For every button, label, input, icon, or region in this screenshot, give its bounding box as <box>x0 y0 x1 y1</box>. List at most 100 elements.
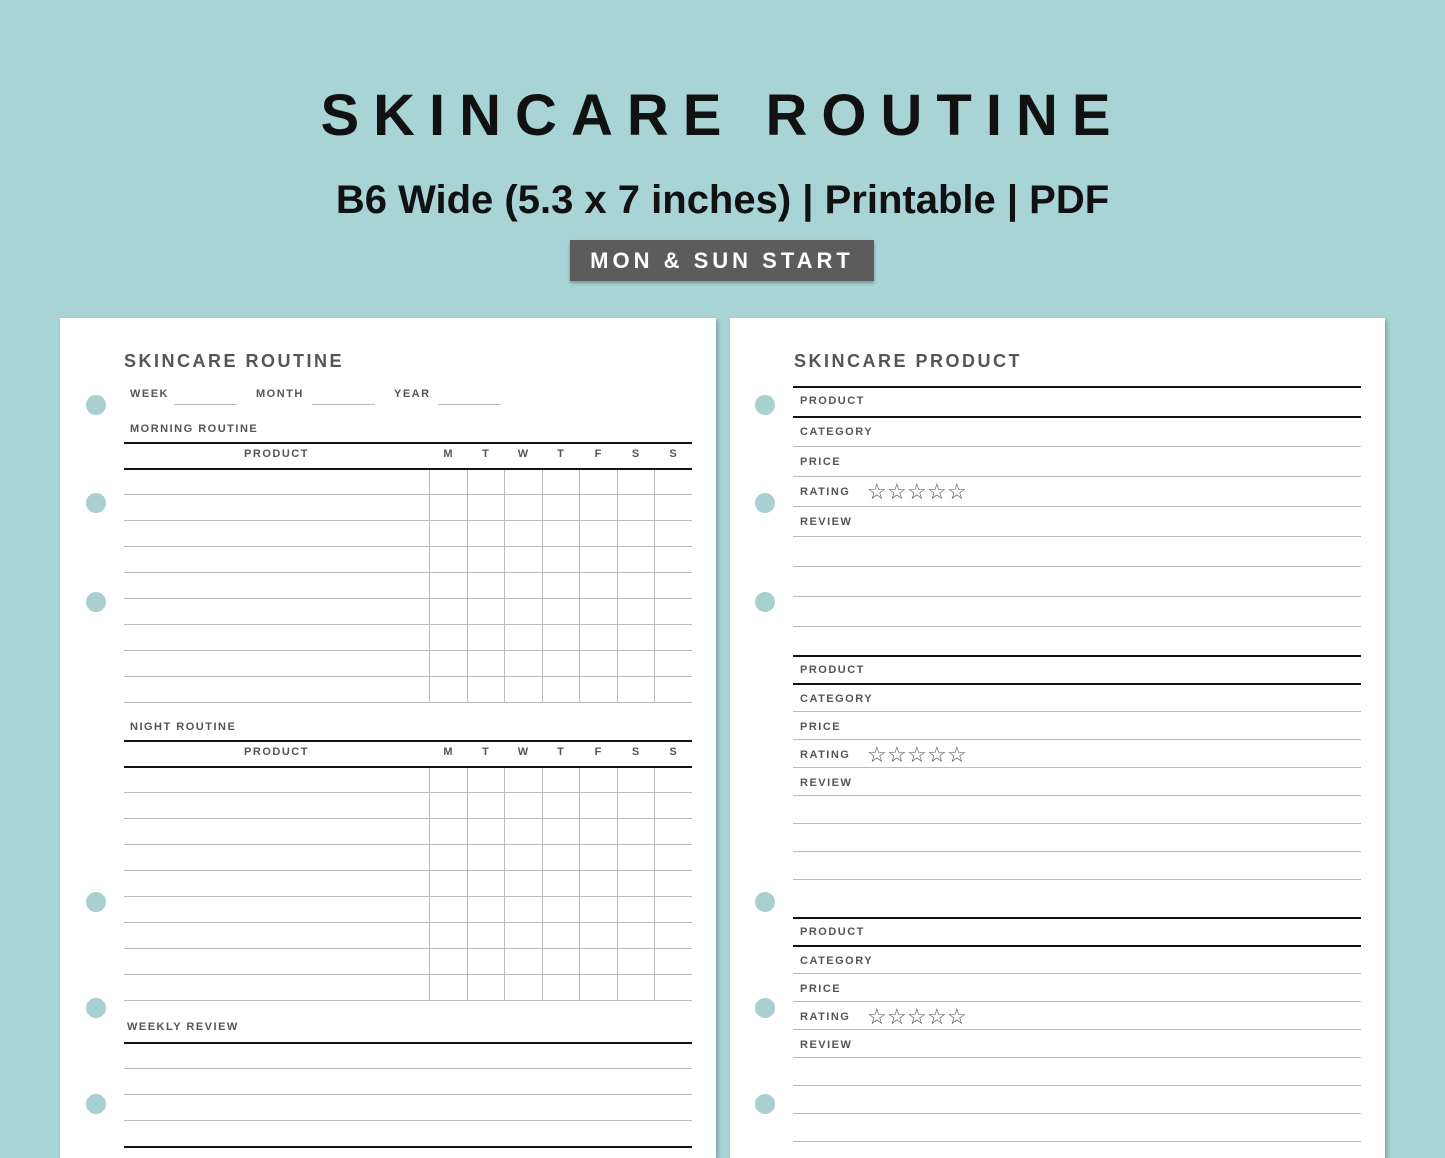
star-icon[interactable]: ☆ <box>867 479 887 504</box>
day-header: S <box>669 448 677 460</box>
review-line[interactable] <box>793 823 1361 824</box>
table-row-line[interactable] <box>124 676 692 677</box>
review-line[interactable] <box>793 596 1361 597</box>
product-rule[interactable] <box>793 416 1361 418</box>
price-label: PRICE <box>800 456 842 468</box>
table-row-line[interactable] <box>124 546 692 547</box>
day-header: S <box>669 746 677 758</box>
review-line[interactable] <box>793 1057 1361 1058</box>
review-line[interactable] <box>793 1113 1361 1114</box>
star-icon[interactable]: ☆ <box>887 479 907 504</box>
price-line[interactable] <box>793 476 1361 477</box>
table-row-line[interactable] <box>124 494 692 495</box>
star-icon[interactable]: ☆ <box>927 742 947 767</box>
rating-line[interactable] <box>793 1029 1361 1030</box>
star-icon[interactable]: ☆ <box>927 479 947 504</box>
day-header: T <box>557 746 564 758</box>
product-header: PRODUCT <box>244 746 309 758</box>
category-line[interactable] <box>793 973 1361 974</box>
price-line[interactable] <box>793 1001 1361 1002</box>
star-icon[interactable]: ☆ <box>887 742 907 767</box>
review-line[interactable] <box>124 1068 692 1069</box>
product-label: PRODUCT <box>800 664 865 676</box>
star-icon[interactable]: ☆ <box>867 1004 887 1029</box>
review-top-rule <box>124 1042 692 1044</box>
table-row-line[interactable] <box>124 650 692 651</box>
table-row-line[interactable] <box>124 974 692 975</box>
page-title: SKINCARE ROUTINE <box>124 351 345 371</box>
table-header-rule <box>124 766 692 768</box>
category-line[interactable] <box>793 446 1361 447</box>
review-line[interactable] <box>793 626 1361 627</box>
day-column-line <box>654 470 655 702</box>
review-line[interactable] <box>124 1094 692 1095</box>
table-row-line[interactable] <box>124 844 692 845</box>
rating-label: RATING <box>800 749 851 761</box>
binder-hole <box>755 892 775 912</box>
table-row-line[interactable] <box>124 624 692 625</box>
binder-hole <box>86 1094 106 1114</box>
review-line[interactable] <box>793 1085 1361 1086</box>
star-icon[interactable]: ☆ <box>927 1004 947 1029</box>
main-title: SKINCARE ROUTINE <box>320 83 1125 148</box>
review-line[interactable] <box>793 879 1361 880</box>
review-line[interactable] <box>793 795 1361 796</box>
review-line[interactable] <box>793 1141 1361 1142</box>
product-label: PRODUCT <box>800 926 865 938</box>
review-line[interactable] <box>793 536 1361 537</box>
day-column-line <box>542 470 543 702</box>
subtitle: B6 Wide (5.3 x 7 inches) | Printable | P… <box>335 178 1110 222</box>
table-row-line[interactable] <box>124 520 692 521</box>
review-line[interactable] <box>793 566 1361 567</box>
star-icon[interactable]: ☆ <box>887 1004 907 1029</box>
category-label: CATEGORY <box>800 693 874 705</box>
table-row-line[interactable] <box>124 702 692 703</box>
table-row-line[interactable] <box>124 948 692 949</box>
year-field[interactable] <box>438 404 501 405</box>
day-header: W <box>517 746 529 758</box>
night-routine-label: NIGHT ROUTINE <box>130 721 237 733</box>
review-line[interactable] <box>793 851 1361 852</box>
weekly-review-label: WEEKLY REVIEW <box>127 1021 239 1033</box>
table-row-line[interactable] <box>124 1000 692 1001</box>
week-field[interactable] <box>174 404 237 405</box>
table-row-line[interactable] <box>124 572 692 573</box>
table-row-line[interactable] <box>124 896 692 897</box>
star-icon[interactable]: ☆ <box>907 1004 927 1029</box>
binder-hole <box>86 998 106 1018</box>
rating-line[interactable] <box>793 767 1361 768</box>
table-row-line[interactable] <box>124 598 692 599</box>
price-line[interactable] <box>793 739 1361 740</box>
star-icon[interactable]: ☆ <box>947 1004 967 1029</box>
star-icon[interactable]: ☆ <box>947 479 967 504</box>
block-top-rule <box>793 917 1361 919</box>
product-rule[interactable] <box>793 683 1361 685</box>
product-label: PRODUCT <box>800 395 865 407</box>
page-title: SKINCARE PRODUCT <box>794 351 1023 371</box>
rating-line[interactable] <box>793 506 1361 507</box>
star-icon[interactable]: ☆ <box>947 742 967 767</box>
day-header: W <box>517 448 529 460</box>
category-line[interactable] <box>793 711 1361 712</box>
day-column-line <box>617 768 618 1000</box>
table-row-line[interactable] <box>124 818 692 819</box>
day-header: T <box>557 448 564 460</box>
day-header: S <box>631 746 640 758</box>
review-line[interactable] <box>124 1120 692 1121</box>
block-top-rule <box>793 655 1361 657</box>
day-column-line <box>579 768 580 1000</box>
day-column-line <box>654 768 655 1000</box>
star-icon[interactable]: ☆ <box>867 742 887 767</box>
month-field[interactable] <box>312 404 375 405</box>
rating-label: RATING <box>800 1011 851 1023</box>
product-rule[interactable] <box>793 945 1361 947</box>
star-icon[interactable]: ☆ <box>907 479 927 504</box>
review-label: REVIEW <box>800 777 853 789</box>
day-column-line <box>542 768 543 1000</box>
binder-hole <box>86 395 106 415</box>
star-icon[interactable]: ☆ <box>907 742 927 767</box>
table-row-line[interactable] <box>124 922 692 923</box>
table-row-line[interactable] <box>124 792 692 793</box>
table-header-rule <box>124 468 692 470</box>
table-row-line[interactable] <box>124 870 692 871</box>
